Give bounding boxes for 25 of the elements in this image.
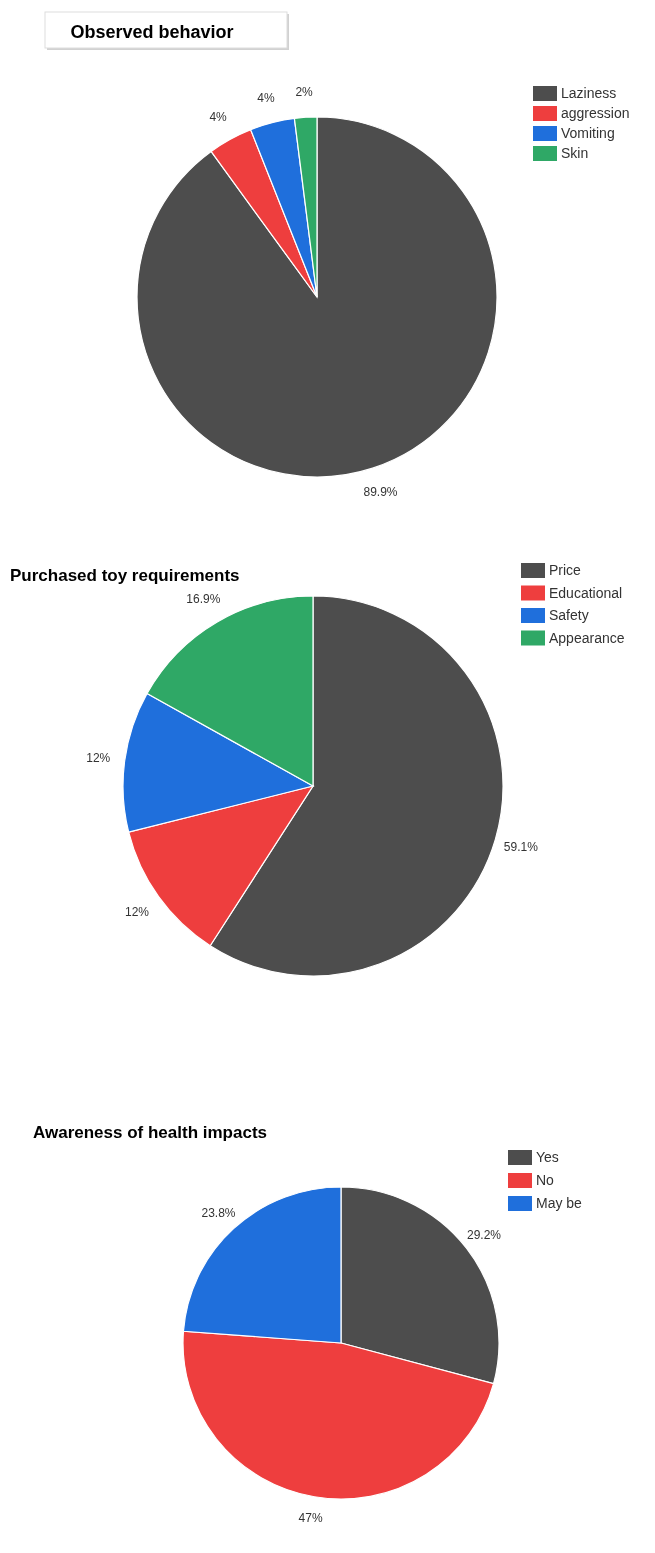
data-label: 16.9% [186,592,221,607]
data-label: 4% [257,91,275,106]
data-label: 47% [298,1511,323,1526]
data-label: 23.8% [201,1205,236,1220]
legend-label: Price [549,562,582,578]
legend-label: No [536,1172,555,1188]
legend-label: aggression [561,105,630,121]
data-label: 59.1% [503,840,539,855]
legend-label: Appearance [549,629,625,646]
data-label: 12% [86,750,111,765]
chart-title: Observed behavior [70,22,234,42]
data-label: 4% [209,110,228,125]
legend-label: Yes [536,1149,559,1165]
legend-label: Laziness [561,85,617,101]
data-label: 89.9% [363,485,398,500]
legend-label: Educational [549,584,623,601]
legend-label: May be [536,1195,583,1211]
data-label: 12% [124,905,150,920]
legend-label: Skin [561,145,589,161]
legend-label: Safety [549,607,589,623]
chart-title: Awareness of health impacts [33,1123,267,1142]
data-label: 29.2% [467,1227,502,1242]
chart-title: Purchased toy requirements [10,566,240,585]
data-label: 2% [295,85,314,100]
legend-label: Vomiting [561,125,615,141]
